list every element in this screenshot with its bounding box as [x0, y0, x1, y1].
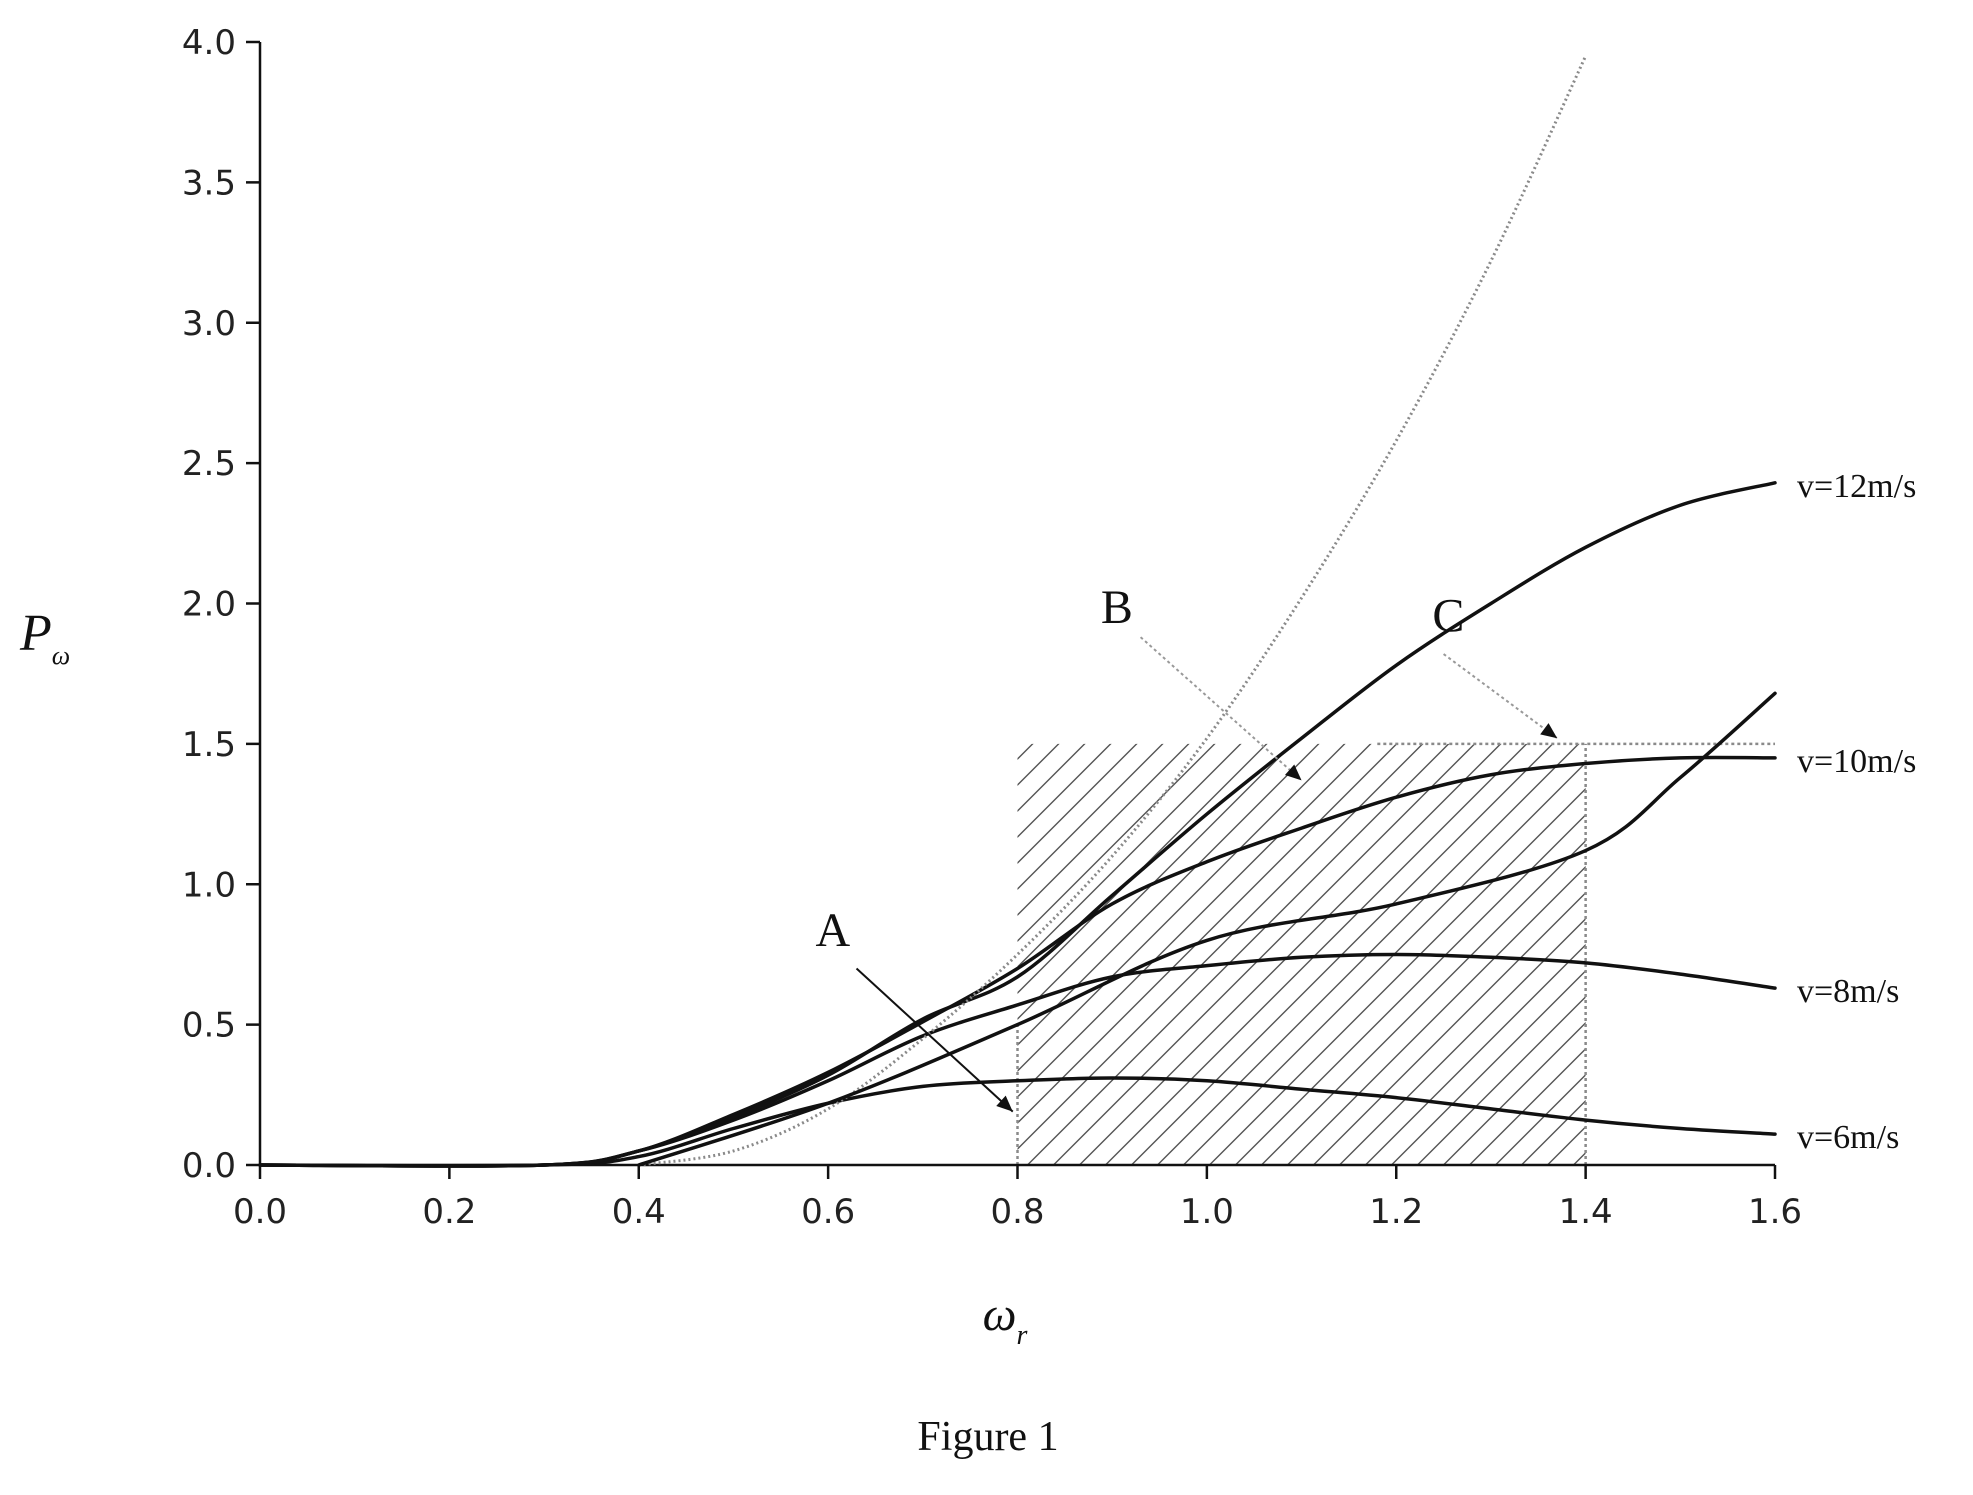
hatch-line: [1235, 813, 1586, 1165]
hatch-line: [1443, 1021, 1586, 1165]
arrow-head: [1284, 764, 1302, 781]
x-tick-label: 1.6: [1748, 1192, 1802, 1232]
y-tick-label: 0.0: [182, 1146, 236, 1186]
x-ticks: 0.0 0.2 0.4 0.6 0.8 1.0 1.2 1.4 1.6: [233, 1165, 1802, 1232]
y-tick-label: 3.5: [182, 163, 236, 203]
hatch-line: [1017, 743, 1138, 864]
hatch-line: [1053, 743, 1476, 1165]
y-tick-label: 1.5: [182, 725, 236, 765]
x-tick-label: 0.2: [422, 1192, 476, 1232]
x-axis-label: ωr: [983, 1288, 1028, 1351]
x-tick-label: 0.4: [612, 1192, 666, 1232]
annotation-arrow: [855, 967, 1014, 1113]
hatch-line: [1017, 743, 1372, 1098]
hatch-line: [1017, 743, 1086, 812]
hatch-line: [1017, 743, 1398, 1124]
hatch-line: [586, 265, 1486, 1165]
series-line: [258, 481, 1777, 1168]
hatch-line: [1573, 1151, 1586, 1165]
series-line: [258, 1076, 1777, 1168]
hatch-line: [326, 265, 1226, 1165]
hatch-line: [560, 265, 1460, 1165]
hatch-line: [248, 265, 1148, 1165]
series-label: v=12m/s: [1797, 468, 1916, 505]
hatch-line: [1017, 743, 1294, 1020]
hatch-line: [1547, 1125, 1586, 1165]
x-tick-label: 1.0: [1180, 1192, 1234, 1232]
hatch-line: [1287, 865, 1586, 1165]
hatch-line: [300, 265, 1200, 1165]
hatch-line: [1626, 265, 1973, 1165]
hatch-line: [430, 265, 1330, 1165]
hatch-line: [1600, 265, 1973, 1165]
hatch-line: [1157, 743, 1580, 1165]
hatch-line: [352, 265, 1252, 1165]
y-ticks: 0.0 0.5 1.0 1.5 2.0 2.5 3.0 3.5 4.0: [182, 23, 260, 1186]
annotation-label: B: [1101, 581, 1133, 634]
hatch-line: [1027, 743, 1450, 1165]
hatch-line: [222, 265, 1122, 1165]
hatch-line: [1365, 943, 1586, 1165]
hatch-line: [196, 265, 1096, 1165]
y-tick-label: 0.5: [182, 1006, 236, 1046]
hatch-line: [1313, 891, 1586, 1165]
arrow-head: [1540, 723, 1558, 739]
hatch-line: [508, 265, 1408, 1165]
hatch-line: [1495, 1073, 1586, 1165]
hatch-line: [1131, 743, 1554, 1165]
series-layer: [258, 55, 1777, 1168]
hatch-line: [1261, 839, 1586, 1165]
hatch-line: [118, 265, 1018, 1165]
y-tick-label: 1.0: [182, 865, 236, 905]
hatch-line: [534, 265, 1434, 1165]
hatch-line: [1017, 743, 1346, 1072]
hatch-line: [1209, 787, 1586, 1165]
series-labels: v=6m/s v=8m/s v=10m/s v=12m/s: [1797, 468, 1916, 1156]
hatch-line: [1417, 995, 1586, 1165]
hatched-region: [118, 265, 1973, 1165]
x-tick-label: 1.2: [1369, 1192, 1423, 1232]
hatch-line: [1469, 1047, 1586, 1165]
hatch-line: [1183, 761, 1586, 1165]
hatch-line: [1017, 743, 1268, 994]
hatch-line: [1017, 743, 1320, 1046]
hatch-line: [1017, 743, 1164, 890]
y-tick-label: 4.0: [182, 23, 236, 63]
series-label: v=8m/s: [1797, 973, 1899, 1010]
series-line: [637, 691, 1777, 1167]
y-axis-label: Pω: [19, 605, 70, 670]
y-tick-label: 2.0: [182, 585, 236, 625]
annotation-label: C: [1432, 590, 1464, 643]
hatch-line: [274, 265, 1174, 1165]
y-tick-label: 2.5: [182, 444, 236, 484]
hatch-line: [378, 265, 1278, 1165]
hatch-line: [1079, 743, 1502, 1165]
hatch-line: [1339, 917, 1586, 1165]
annotation-arrow: [1442, 653, 1558, 740]
series-label: v=6m/s: [1797, 1119, 1899, 1156]
reference-lines: [1016, 742, 1775, 1165]
x-tick-label: 1.4: [1559, 1192, 1613, 1232]
hatch-line: [1391, 969, 1586, 1165]
x-tick-label: 0.8: [990, 1192, 1044, 1232]
series-label: v=10m/s: [1797, 743, 1916, 780]
series-line: [638, 55, 1587, 1167]
figure-caption: Figure 1: [917, 1414, 1058, 1460]
hatch-line: [1105, 743, 1528, 1165]
hatch-line: [404, 265, 1304, 1165]
hatch-line: [1017, 743, 1424, 1150]
hatch-line: [1017, 743, 1216, 942]
x-tick-label: 0.6: [801, 1192, 855, 1232]
hatch-line: [1017, 743, 1034, 760]
annotation-label: A: [816, 904, 851, 957]
hatch-line: [1521, 1099, 1586, 1165]
hatch-line: [482, 265, 1382, 1165]
annotations: A B C: [816, 581, 1558, 1113]
hatch-line: [1017, 743, 1060, 786]
hatch-line: [1017, 743, 1112, 838]
x-tick-label: 0.0: [233, 1192, 287, 1232]
y-tick-label: 3.0: [182, 304, 236, 344]
arrow-head: [996, 1095, 1013, 1112]
